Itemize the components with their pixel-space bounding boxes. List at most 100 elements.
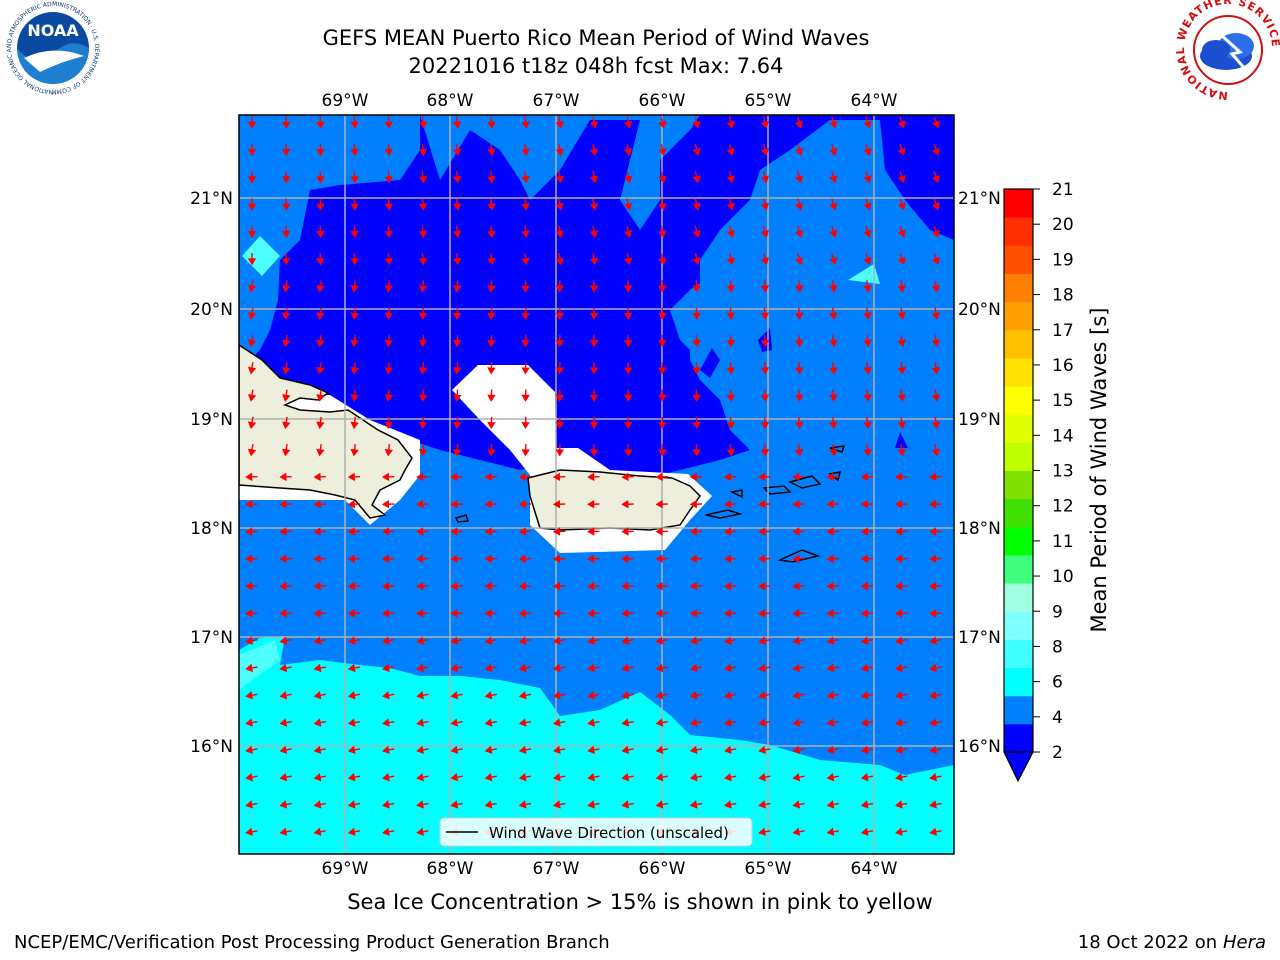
wave-direction-arrow: [589, 198, 599, 211]
wave-direction-arrow: [794, 416, 804, 430]
wave-direction-arrow: [894, 472, 908, 482]
wave-direction-arrow: [245, 663, 258, 673]
wave-direction-arrow: [689, 663, 703, 673]
wave-direction-arrow: [518, 745, 532, 755]
wave-direction-arrow: [279, 800, 292, 809]
wave-direction-arrow: [692, 334, 701, 348]
lon-tick-bottom: 65°W: [745, 859, 792, 879]
wave-direction-arrow: [521, 307, 530, 320]
wave-direction-arrow: [589, 416, 599, 430]
wave-direction-arrow: [521, 389, 530, 402]
wave-direction-arrow: [384, 198, 394, 211]
wave-direction-arrow: [282, 362, 291, 375]
wave-direction-arrow: [487, 171, 496, 184]
wave-direction-arrow: [724, 800, 737, 809]
wave-direction-arrow: [416, 472, 429, 482]
wave-direction-arrow: [829, 280, 838, 293]
wave-direction-arrow: [929, 663, 942, 673]
wave-direction-arrow: [689, 718, 703, 727]
wave-direction-arrow: [829, 253, 838, 266]
lon-tick-bottom: 66°W: [639, 859, 686, 879]
colorbar-band: [1004, 329, 1033, 359]
wave-direction-arrow: [279, 827, 292, 836]
wave-direction-arrow: [382, 827, 395, 836]
wave-direction-arrow: [724, 663, 737, 673]
wave-direction-arrow: [829, 416, 838, 430]
colorbar-extend-triangle: [1003, 751, 1034, 783]
wave-direction-arrow: [792, 554, 805, 564]
lat-tick-right: 19°N: [958, 410, 1001, 430]
lat-tick-left: 17°N: [190, 628, 233, 648]
wave-direction-arrow: [726, 225, 735, 238]
wave-direction-arrow: [587, 636, 600, 645]
land-st-croix: [777, 549, 821, 563]
wave-direction-arrow: [794, 444, 804, 457]
colorbar-tick-label: 18: [1052, 286, 1074, 306]
wave-direction-arrow: [487, 280, 496, 293]
wave-direction-arrow: [350, 416, 359, 430]
wave-direction-arrow: [860, 745, 874, 755]
wave-direction-arrow: [484, 527, 497, 536]
wave-direction-arrow: [863, 143, 872, 156]
colorbar-tick-label: 12: [1052, 497, 1074, 517]
wave-direction-arrow: [521, 444, 530, 457]
wave-direction-arrow: [795, 198, 804, 211]
wave-direction-arrow: [384, 389, 394, 402]
wave-direction-arrow: [623, 307, 633, 320]
wave-direction-arrow: [826, 581, 839, 591]
wave-direction-arrow: [384, 307, 394, 320]
wave-direction-arrow: [655, 581, 668, 591]
wave-direction-arrow: [416, 691, 429, 700]
wave-direction-arrow: [416, 663, 429, 673]
wave-direction-arrow: [316, 444, 325, 457]
wave-direction-arrow: [863, 225, 872, 238]
wave-direction-arrow: [521, 280, 530, 293]
wave-direction-arrow: [826, 554, 839, 564]
wave-direction-arrow: [655, 499, 668, 509]
wave-direction-arrow: [587, 472, 600, 482]
wave-direction-arrow: [623, 389, 633, 402]
colorbar-tick-label: 9: [1052, 602, 1063, 622]
wave-direction-arrow: [521, 198, 530, 211]
wave-direction-arrow: [621, 691, 634, 700]
wave-direction-arrow: [826, 772, 839, 782]
wave-direction-arrow: [381, 554, 395, 564]
wave-direction-arrow: [897, 116, 906, 129]
wave-direction-arrow: [518, 772, 532, 782]
wave-direction-arrow: [621, 554, 634, 564]
wave-direction-arrow: [655, 718, 668, 727]
wave-direction-arrow: [518, 691, 532, 700]
wave-direction-arrow: [863, 444, 872, 457]
wave-direction-arrow: [450, 554, 463, 564]
wave-direction-arrow: [689, 499, 703, 509]
wave-direction-arrow: [279, 527, 292, 536]
colorbar-tick-label: 17: [1052, 321, 1074, 341]
wave-direction-arrow: [929, 581, 942, 591]
wave-direction-arrow: [760, 280, 770, 293]
colorbar-tick-label: 14: [1052, 426, 1074, 446]
wave-direction-arrow: [723, 499, 737, 509]
wave-period-field-deep: [239, 115, 954, 480]
colorbar-band: [1004, 414, 1033, 443]
wave-direction-arrow: [552, 472, 566, 482]
wave-direction-arrow: [724, 636, 737, 645]
wave-direction-arrow: [381, 609, 395, 618]
wave-direction-arrow: [553, 800, 566, 809]
wave-direction-arrow: [692, 389, 701, 402]
footer-date-text: 18 Oct 2022 on: [1077, 932, 1223, 953]
wave-direction-arrow: [658, 307, 667, 320]
wave-direction-arrow: [689, 554, 703, 564]
wave-direction-arrow: [521, 116, 530, 129]
wave-direction-arrow: [589, 116, 599, 129]
wave-direction-arrow: [555, 143, 564, 157]
wave-direction-arrow: [931, 416, 941, 430]
wave-period-field-mid-north: [239, 115, 700, 230]
wave-direction-arrow: [929, 472, 942, 482]
wave-direction-arrow: [452, 116, 462, 129]
colorbar-band: [1004, 695, 1033, 725]
wave-direction-arrow: [384, 416, 394, 430]
wave-direction-arrow: [724, 691, 737, 700]
wave-direction-arrow: [794, 362, 804, 375]
wave-direction-arrow: [894, 581, 908, 591]
